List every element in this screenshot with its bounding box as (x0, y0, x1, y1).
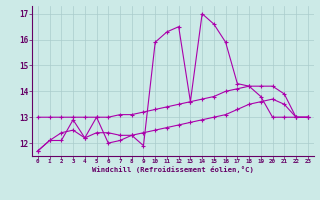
X-axis label: Windchill (Refroidissement éolien,°C): Windchill (Refroidissement éolien,°C) (92, 166, 254, 173)
